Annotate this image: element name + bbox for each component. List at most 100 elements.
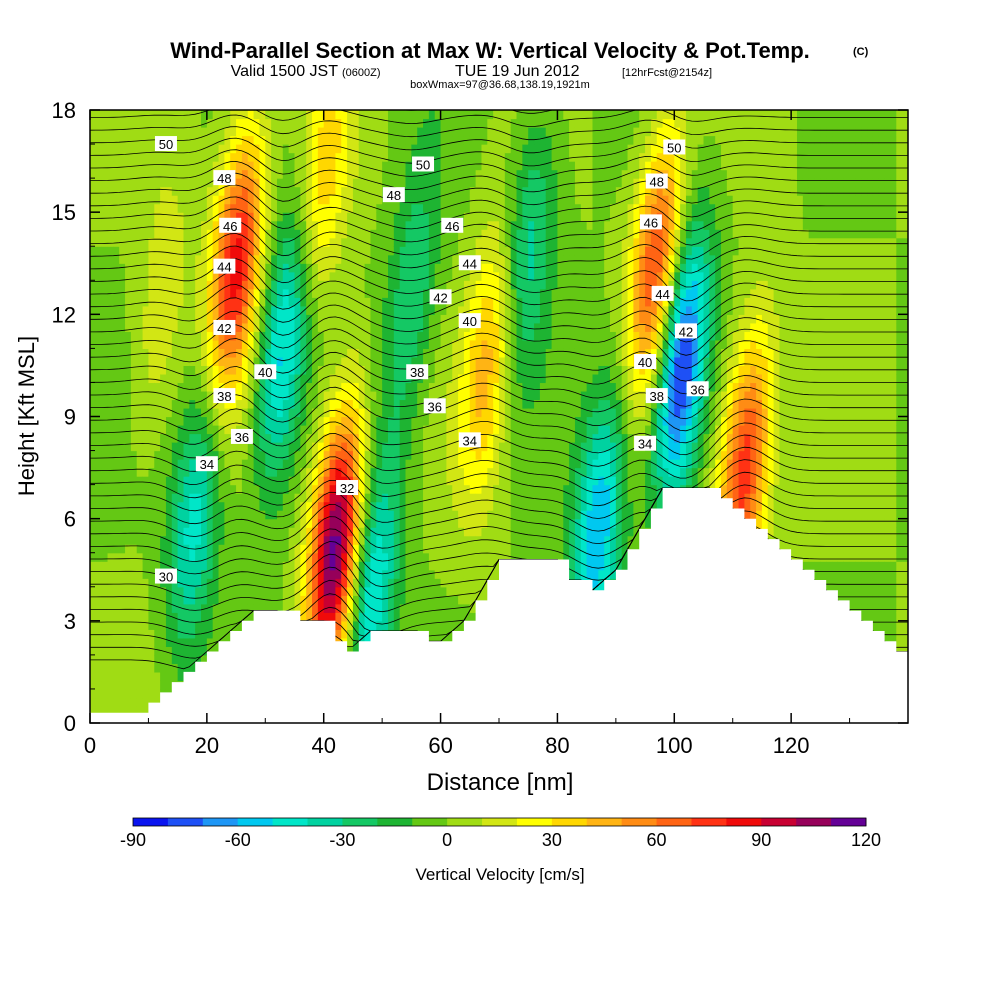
velocity-cell	[125, 646, 132, 656]
velocity-cell	[341, 144, 348, 154]
velocity-cell	[352, 186, 360, 196]
velocity-cell	[206, 433, 214, 443]
velocity-cell	[241, 399, 249, 409]
velocity-cell	[329, 237, 336, 247]
velocity-cell	[195, 135, 202, 145]
velocity-cell	[212, 195, 220, 205]
velocity-cell	[247, 195, 255, 205]
velocity-cell	[312, 246, 319, 256]
velocity-cell	[224, 552, 231, 562]
velocity-cell	[364, 365, 372, 375]
velocity-cell	[224, 373, 231, 384]
velocity-cell	[347, 425, 354, 435]
velocity-cell	[294, 297, 301, 307]
velocity-cell	[177, 195, 185, 205]
velocity-cell	[183, 501, 190, 511]
velocity-cell	[142, 688, 150, 699]
velocity-cell	[236, 603, 243, 613]
velocity-cell	[142, 399, 150, 409]
velocity-cell	[417, 459, 424, 469]
velocity-cell	[154, 637, 161, 647]
velocity-cell	[201, 169, 208, 179]
velocity-cell	[382, 561, 389, 571]
velocity-cell	[90, 705, 97, 716]
velocity-cell	[335, 433, 342, 443]
velocity-cell	[107, 203, 114, 213]
velocity-cell	[440, 527, 448, 537]
velocity-cell	[206, 365, 214, 375]
velocity-cell	[423, 246, 430, 256]
velocity-cell	[177, 399, 185, 409]
velocity-cell	[370, 603, 377, 613]
velocity-cell	[475, 569, 483, 579]
velocity-cell	[142, 646, 150, 656]
velocity-cell	[276, 373, 284, 384]
velocity-cell	[358, 390, 366, 401]
velocity-cell	[183, 127, 190, 137]
velocity-cell	[329, 467, 336, 477]
velocity-cell	[125, 459, 132, 469]
velocity-cell	[387, 203, 395, 213]
velocity-cell	[224, 578, 231, 588]
velocity-cell	[300, 186, 307, 196]
velocity-cell	[376, 561, 383, 571]
velocity-cell	[452, 365, 459, 375]
velocity-cell	[142, 297, 150, 307]
velocity-cell	[236, 382, 243, 392]
velocity-cell	[446, 169, 453, 179]
velocity-cell	[171, 527, 179, 537]
velocity-cell	[329, 603, 336, 613]
velocity-cell	[165, 331, 173, 341]
velocity-cell	[154, 629, 161, 639]
velocity-cell	[259, 578, 266, 588]
velocity-cell	[253, 356, 261, 367]
velocity-cell	[323, 425, 331, 435]
velocity-cell	[387, 467, 395, 477]
velocity-cell	[282, 246, 290, 256]
velocity-cell	[294, 493, 301, 503]
velocity-cell	[387, 237, 395, 247]
velocity-cell	[323, 518, 331, 528]
velocity-cell	[253, 382, 261, 392]
velocity-cell	[323, 586, 331, 596]
velocity-cell	[148, 373, 155, 384]
velocity-cell	[370, 169, 377, 179]
velocity-cell	[101, 135, 109, 145]
velocity-cell	[370, 229, 377, 239]
velocity-cell	[411, 561, 418, 571]
velocity-cell	[475, 169, 483, 179]
velocity-cell	[253, 407, 261, 418]
velocity-cell	[475, 510, 483, 520]
velocity-cell	[259, 399, 266, 409]
velocity-cell	[195, 246, 202, 256]
velocity-cell	[276, 331, 284, 341]
velocity-cell	[405, 144, 412, 154]
velocity-cell	[224, 450, 231, 460]
velocity-cell	[294, 416, 301, 426]
velocity-cell	[335, 425, 342, 435]
velocity-cell	[195, 569, 202, 579]
velocity-cell	[165, 612, 173, 622]
velocity-cell	[423, 612, 430, 622]
velocity-cell	[165, 305, 173, 315]
velocity-cell	[177, 459, 185, 469]
velocity-cell	[317, 544, 325, 554]
velocity-cell	[160, 203, 167, 213]
velocity-cell	[341, 407, 348, 418]
velocity-cell	[487, 178, 494, 188]
velocity-cell	[130, 416, 138, 426]
velocity-cell	[399, 535, 407, 545]
velocity-cell	[247, 348, 255, 358]
velocity-cell	[463, 161, 471, 171]
velocity-cell	[230, 373, 237, 384]
velocity-cell	[364, 322, 372, 332]
velocity-cell	[376, 348, 383, 358]
velocity-cell	[475, 476, 483, 486]
velocity-cell	[154, 314, 161, 324]
velocity-cell	[107, 144, 114, 154]
velocity-cell	[160, 161, 167, 171]
velocity-cell	[475, 195, 483, 205]
velocity-cell	[95, 254, 103, 264]
velocity-cell	[306, 493, 313, 503]
velocity-cell	[294, 322, 301, 332]
